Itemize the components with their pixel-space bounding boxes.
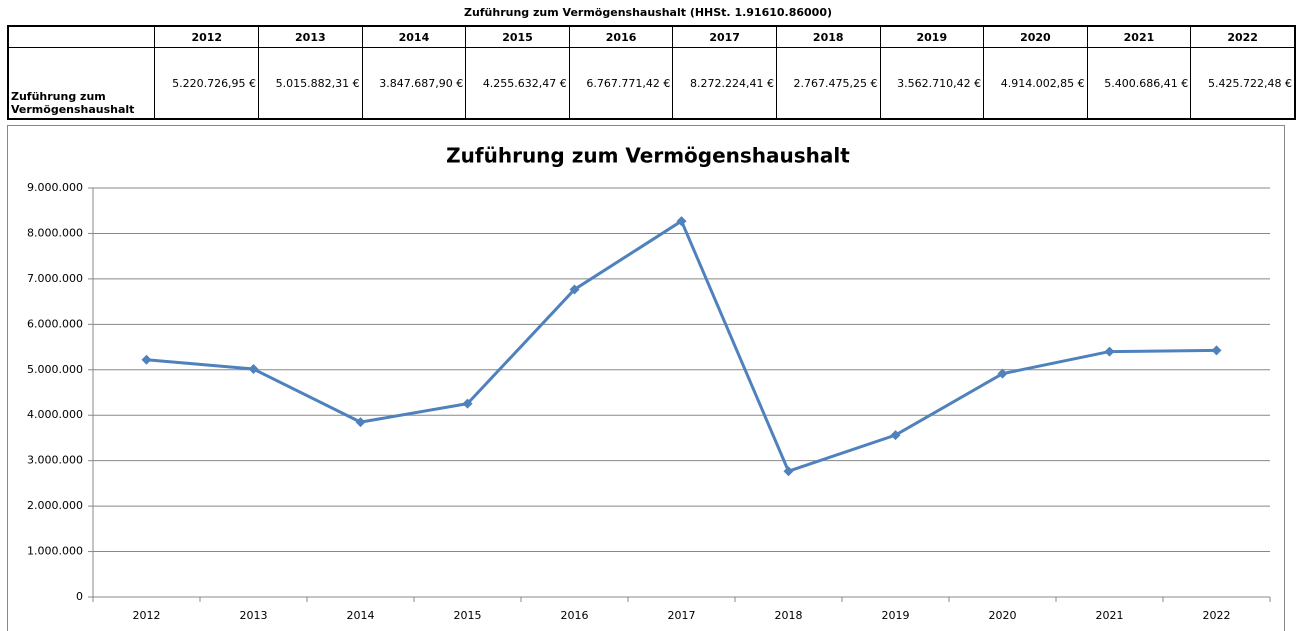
- x-tick-label: 2015: [454, 609, 482, 622]
- value-cell: 5.425.722,48 €: [1190, 47, 1296, 120]
- header-row: 2012 2013 2014 2015 2016 2017 2018 2019 2020 2021…: [7, 25, 1296, 48]
- y-tick-label: 3.000.000: [27, 454, 83, 467]
- value-cell: 8.272.224,41 €: [672, 47, 777, 120]
- y-tick-label: 5.000.000: [27, 363, 83, 376]
- y-tick-label: 7.000.000: [27, 272, 83, 285]
- x-tick-label: 2013: [240, 609, 268, 622]
- marker: [569, 284, 580, 295]
- y-tick-label: 8.000.000: [27, 226, 83, 239]
- header-cell: 2015: [465, 25, 570, 48]
- x-tick-label: 2019: [882, 609, 910, 622]
- header-cell: 2021: [1086, 25, 1192, 48]
- y-tick-label: 6.000.000: [27, 317, 83, 330]
- value-cell: 5.015.882,31 €: [258, 47, 363, 120]
- marker: [141, 354, 152, 365]
- value-cell: 4.914.002,85 €: [983, 47, 1088, 120]
- header-cell: 2020: [983, 25, 1088, 48]
- x-tick-label: 2012: [133, 609, 161, 622]
- y-tick-label: 4.000.000: [27, 408, 83, 421]
- x-tick-label: 2014: [347, 609, 375, 622]
- marker: [462, 398, 473, 409]
- y-tick-label: 1.000.000: [27, 545, 83, 558]
- x-tick-label: 2018: [775, 609, 803, 622]
- marker: [1211, 345, 1222, 356]
- y-tick-label: 0: [76, 590, 83, 603]
- x-tick-label: 2016: [561, 609, 589, 622]
- value-cell: 6.767.771,42 €: [568, 47, 674, 120]
- data-row: Zuführung zum Vermögenshaushalt 5.220.726…: [7, 47, 1296, 120]
- marker: [997, 368, 1008, 379]
- marker: [783, 466, 794, 477]
- value-cell: 5.220.726,95 €: [154, 47, 260, 120]
- chart-frame: [7, 125, 1285, 631]
- data-table: 2012 2013 2014 2015 2016 2017 2018 2019 2020 2021…: [7, 25, 1296, 120]
- marker: [676, 216, 687, 227]
- value-cell: 3.847.687,90 €: [361, 47, 467, 120]
- value-cell: 3.562.710,42 €: [879, 47, 985, 120]
- y-tick-label: 9.000.000: [27, 181, 83, 194]
- header-cell: 2012: [154, 25, 260, 48]
- x-tick-label: 2021: [1096, 609, 1124, 622]
- row-label: Zuführung zum Vermögenshaushalt: [7, 47, 156, 120]
- marker: [355, 417, 366, 428]
- marker: [1104, 346, 1115, 357]
- marker: [248, 364, 259, 375]
- x-tick-label: 2022: [1203, 609, 1231, 622]
- marker: [890, 430, 901, 441]
- x-tick-label: 2017: [668, 609, 696, 622]
- table-title: Zuführung zum Vermögenshaushalt (HHSt. 1…: [463, 6, 833, 19]
- value-cell: 2.767.475,25 €: [775, 47, 881, 120]
- chart-title: Zuführung zum Vermögenshaushalt: [446, 144, 850, 168]
- x-tick-label: 2020: [989, 609, 1017, 622]
- line: [146, 219, 1217, 473]
- y-tick-label: 2.000.000: [27, 499, 83, 512]
